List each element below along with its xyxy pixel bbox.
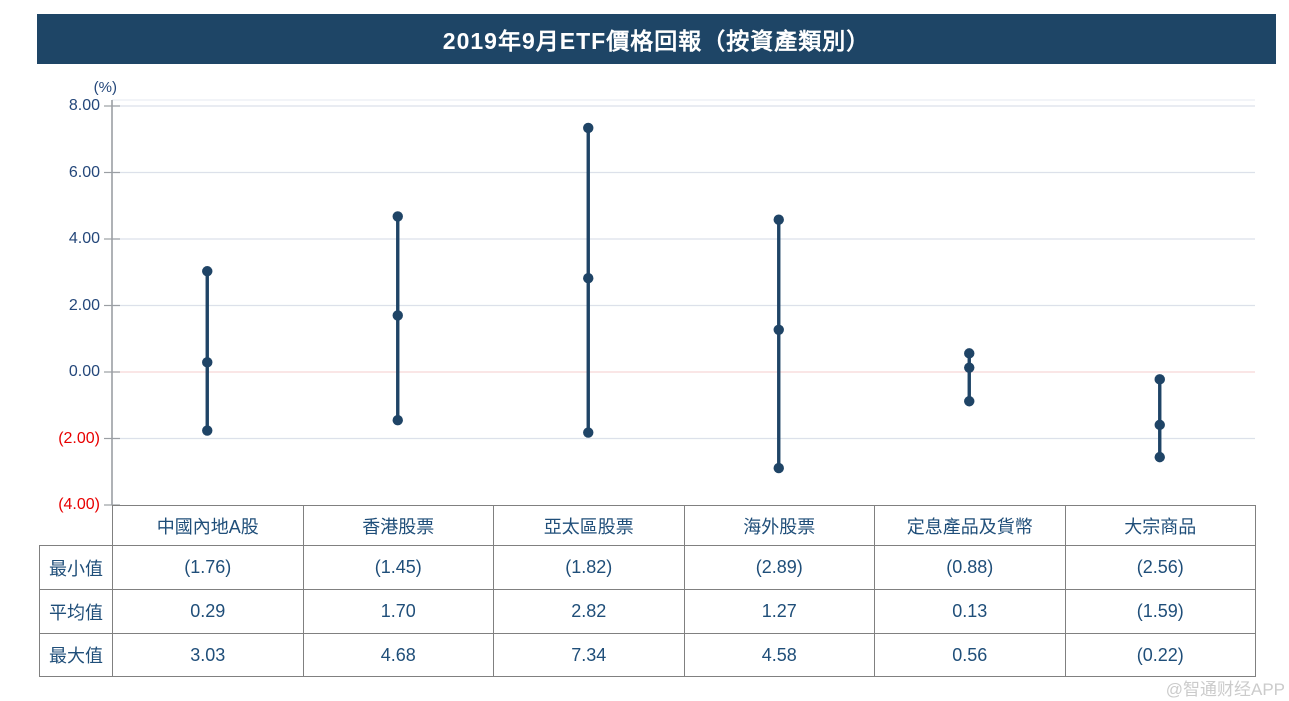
- y-tick-label: 0.00: [68, 363, 100, 380]
- y-tick-label: 6.00: [68, 163, 100, 181]
- row-header: 平均值: [39, 589, 113, 634]
- column-header: 中國內地A股: [112, 505, 304, 546]
- chart-title: 2019年9月ETF價格回報（按資產類別）: [442, 28, 871, 54]
- value-cell: 7.34: [493, 633, 685, 677]
- value-cell: 2.82: [493, 589, 685, 634]
- avg-dot: [773, 324, 784, 335]
- y-tick-label: (2.00): [58, 429, 100, 447]
- max-dot: [392, 211, 403, 222]
- summary-table: 中國內地A股 香港股票 亞太區股票 海外股票 定息產品及貨幣 大宗商品 最小值 (1.76)(…: [39, 505, 1256, 677]
- max-dot: [964, 348, 975, 359]
- column-header: 亞太區股票: [493, 505, 685, 546]
- min-dot: [773, 462, 784, 474]
- value-cell: (0.88): [874, 545, 1066, 590]
- chart-title-bar: 2019年9月ETF價格回報（按資產類別）: [37, 14, 1276, 64]
- table-row: 最大值 3.03 4.68 7.34 4.58 0.56 (0.22): [39, 633, 1256, 677]
- column-header: 海外股票: [683, 505, 875, 546]
- min-dot: [583, 427, 594, 438]
- avg-dot: [392, 310, 403, 321]
- max-dot: [583, 122, 594, 134]
- row-header: 最小值: [39, 545, 113, 590]
- column-header: 大宗商品: [1064, 505, 1256, 546]
- y-tick-label: 8.00: [68, 97, 100, 114]
- y-tick-label: (4.00): [58, 496, 100, 513]
- y-tick-label: 2.00: [68, 296, 100, 314]
- value-cell: (1.76): [112, 545, 304, 590]
- value-cell: 1.70: [302, 589, 494, 634]
- min-dot: [964, 396, 975, 407]
- y-axis-unit-label: (%): [93, 79, 117, 96]
- value-cell: 4.58: [683, 633, 875, 677]
- value-cell: (1.82): [493, 545, 685, 590]
- table-corner-cell: [40, 506, 113, 546]
- value-cell: 4.68: [302, 633, 494, 677]
- avg-dot: [202, 357, 213, 368]
- row-header: 最大值: [39, 633, 113, 677]
- avg-dot: [583, 273, 594, 284]
- value-cell: 0.29: [112, 589, 304, 634]
- value-cell: 0.13: [874, 589, 1066, 634]
- value-cell: 3.03: [112, 633, 304, 677]
- avg-dot: [964, 362, 975, 373]
- avg-dot: [1154, 419, 1165, 431]
- value-cell: (1.45): [302, 545, 494, 590]
- max-dot: [202, 266, 213, 277]
- value-cell: (1.59): [1064, 589, 1256, 634]
- value-cell: 1.27: [683, 589, 875, 634]
- value-cell: 0.56: [874, 633, 1066, 677]
- y-tick-label: 4.00: [68, 230, 100, 247]
- min-dot: [1154, 451, 1165, 463]
- summary-table-grid: 中國內地A股 香港股票 亞太區股票 海外股票 定息產品及貨幣 大宗商品 最小值 (1.76)(…: [39, 505, 1256, 677]
- max-dot: [773, 214, 784, 225]
- min-dot: [392, 415, 403, 426]
- value-cell: (2.89): [683, 545, 875, 590]
- value-cell: (0.22): [1064, 633, 1256, 677]
- table-row: 最小值 (1.76) (1.45) (1.82) (2.89) (0.88) (2.56): [39, 545, 1256, 590]
- value-cell: (2.56): [1064, 545, 1256, 590]
- watermark: @智通财经APP: [1165, 680, 1285, 699]
- max-dot: [1154, 374, 1165, 385]
- table-header-row: 中國內地A股 香港股票 亞太區股票 海外股票 定息產品及貨幣 大宗商品: [40, 505, 1256, 546]
- column-header: 定息產品及貨幣: [874, 505, 1066, 546]
- table-row: 平均值 0.29 1.70 2.82 1.27 0.13 (1.59): [39, 589, 1256, 634]
- min-dot: [202, 425, 213, 436]
- column-header: 香港股票: [302, 505, 494, 546]
